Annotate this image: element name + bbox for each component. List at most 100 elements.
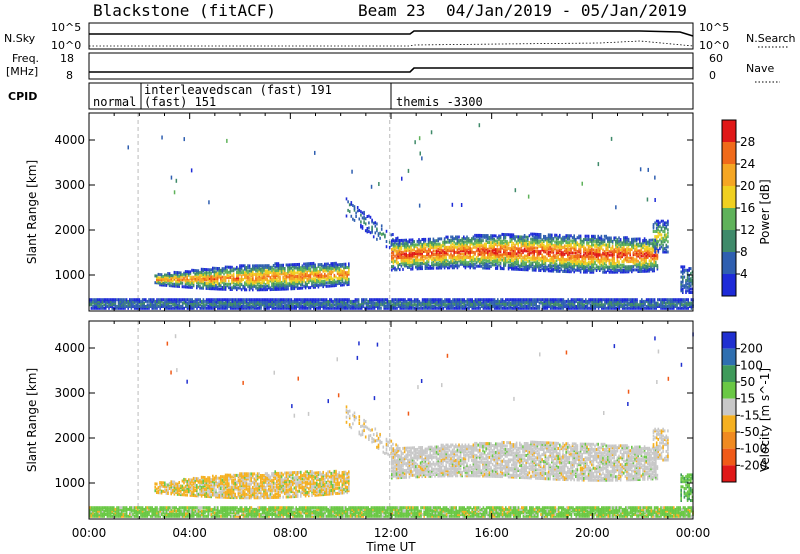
echo-cell <box>546 243 548 247</box>
echo-cell <box>347 208 349 212</box>
echo-cell <box>244 306 246 310</box>
echo-cell <box>471 242 473 246</box>
echo-cell <box>658 303 661 307</box>
echo-cell <box>551 299 553 303</box>
echo-cell <box>423 241 425 245</box>
echo-cell <box>543 305 545 308</box>
echo-cell <box>474 239 476 242</box>
echo-cell <box>216 268 219 272</box>
echo-cell <box>183 306 185 310</box>
echo-cell <box>448 262 451 266</box>
echo-cell <box>100 305 102 308</box>
echo-cell <box>276 272 278 276</box>
echo-cell <box>552 264 555 268</box>
echo-cell <box>236 298 238 302</box>
echo-cell <box>119 298 121 302</box>
echo-cell <box>231 277 233 281</box>
echo-cell <box>555 256 558 259</box>
echo-cell <box>474 298 477 302</box>
echo-cell <box>626 299 629 303</box>
echo-cell <box>573 244 575 248</box>
echo-cell <box>439 303 441 307</box>
echo-cell <box>514 264 516 268</box>
echo-cell <box>346 283 348 287</box>
echo-cell <box>629 301 632 305</box>
echo-cell <box>505 298 507 302</box>
echo-cell <box>411 238 414 242</box>
echo-cell <box>304 265 307 269</box>
echo-cell <box>538 241 540 245</box>
echo-cell <box>375 298 377 302</box>
echo-cell <box>485 298 488 302</box>
echo-cell <box>218 273 220 277</box>
echo-cell <box>300 279 302 283</box>
echo-cell <box>652 303 654 307</box>
echo-cell <box>204 305 206 308</box>
echo-cell <box>258 286 260 290</box>
echo-cell <box>517 242 519 246</box>
echo-cell <box>554 306 557 310</box>
echo-cell <box>400 238 403 242</box>
echo-cell <box>426 253 428 257</box>
echo-cell <box>282 285 284 289</box>
echo-cell <box>356 299 358 303</box>
echo-cell <box>578 263 580 267</box>
echo-cell <box>445 305 448 308</box>
echo-cell <box>495 242 497 246</box>
echo-cell <box>289 306 291 310</box>
echo-cell <box>248 286 251 290</box>
echo-cell <box>348 299 350 303</box>
echo-cell <box>559 266 561 270</box>
echo-cell <box>191 275 193 279</box>
echo-cell <box>546 303 549 307</box>
echo-cell <box>458 244 460 247</box>
echo-cell <box>221 286 224 289</box>
echo-cell <box>559 235 561 239</box>
echo-cell <box>210 306 213 310</box>
echo-cell <box>492 298 494 302</box>
echo-cell <box>349 301 352 305</box>
echo-cell <box>471 306 473 310</box>
echo-cell <box>410 260 412 264</box>
echo-cell <box>236 281 238 285</box>
echo-cell <box>397 245 399 249</box>
echo-cell <box>453 303 456 307</box>
echo-cell <box>555 245 558 249</box>
echo-cell <box>218 272 220 276</box>
echo-cell <box>456 254 459 258</box>
echo-cell <box>161 305 163 308</box>
echo-cell <box>335 299 337 303</box>
echo-cell <box>216 272 219 276</box>
echo-cell <box>555 249 558 253</box>
echo-cell <box>469 257 471 261</box>
echo-cell <box>324 276 326 280</box>
echo-cell <box>178 274 180 278</box>
echo-cell <box>408 240 411 244</box>
echo-cell <box>439 263 441 267</box>
echo-cell <box>567 270 569 274</box>
echo-cell <box>348 262 350 266</box>
echo-cell <box>258 303 261 307</box>
echo-cell <box>330 265 332 269</box>
echo-cell <box>601 298 603 302</box>
echo-cell <box>178 276 180 280</box>
echo-cell <box>570 251 572 255</box>
echo-cell <box>479 306 481 310</box>
echo-cell <box>436 299 438 303</box>
echo-cell <box>335 298 337 302</box>
echo-cell <box>341 283 344 287</box>
echo-cell <box>522 268 524 272</box>
echo-cell <box>514 299 517 303</box>
echo-cell <box>351 303 353 307</box>
echo-cell <box>296 263 299 266</box>
echo-cell <box>461 252 463 256</box>
echo-cell <box>495 256 497 260</box>
echo-cell <box>186 305 189 308</box>
echo-cell <box>173 284 176 288</box>
echo-cell <box>250 298 253 302</box>
echo-cell <box>236 303 238 307</box>
echo-cell <box>445 249 447 253</box>
echo-cell <box>266 272 268 276</box>
echo-cell <box>538 253 540 257</box>
echo-cell <box>407 254 409 257</box>
